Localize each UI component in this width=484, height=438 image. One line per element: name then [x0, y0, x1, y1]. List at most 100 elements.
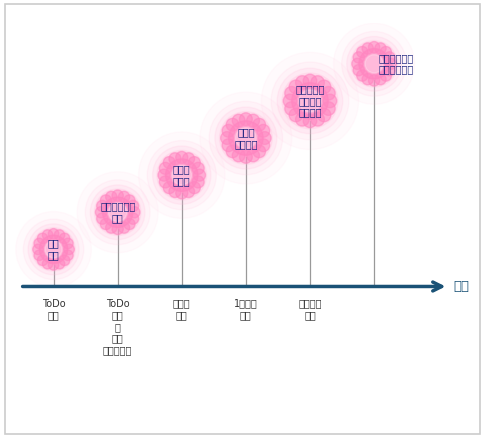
- Circle shape: [172, 166, 191, 185]
- Text: 時間: 時間: [452, 280, 468, 293]
- Circle shape: [77, 172, 158, 253]
- Circle shape: [37, 233, 48, 244]
- Text: 1日単位
管理: 1日単位 管理: [233, 299, 257, 320]
- Circle shape: [282, 73, 337, 129]
- Circle shape: [299, 90, 320, 112]
- Circle shape: [310, 113, 324, 126]
- Circle shape: [62, 250, 73, 261]
- Circle shape: [252, 145, 265, 158]
- Circle shape: [257, 124, 269, 137]
- Circle shape: [333, 23, 414, 104]
- Circle shape: [175, 187, 187, 199]
- Text: 週間単位
管理: 週間単位 管理: [298, 299, 321, 320]
- Circle shape: [310, 76, 324, 89]
- Circle shape: [123, 218, 135, 230]
- Circle shape: [23, 219, 84, 279]
- Circle shape: [42, 230, 53, 240]
- Circle shape: [226, 145, 239, 158]
- Circle shape: [252, 118, 265, 131]
- Circle shape: [374, 74, 385, 85]
- Circle shape: [123, 195, 135, 206]
- Circle shape: [283, 94, 296, 108]
- Circle shape: [147, 141, 216, 210]
- Circle shape: [48, 260, 59, 270]
- Circle shape: [94, 189, 141, 236]
- Circle shape: [228, 121, 262, 155]
- Circle shape: [232, 149, 244, 162]
- Circle shape: [356, 46, 367, 58]
- Circle shape: [220, 131, 233, 145]
- Circle shape: [383, 64, 394, 76]
- Circle shape: [152, 146, 211, 204]
- Circle shape: [157, 150, 206, 200]
- Circle shape: [63, 244, 74, 254]
- Circle shape: [108, 203, 126, 221]
- Circle shape: [295, 76, 308, 89]
- Circle shape: [112, 223, 123, 234]
- Circle shape: [358, 49, 389, 79]
- Circle shape: [182, 185, 194, 198]
- Circle shape: [317, 80, 330, 94]
- Circle shape: [39, 235, 68, 264]
- Circle shape: [341, 32, 406, 96]
- Circle shape: [54, 230, 65, 240]
- Circle shape: [59, 255, 70, 265]
- Circle shape: [85, 180, 150, 245]
- Circle shape: [232, 114, 244, 127]
- Circle shape: [352, 64, 363, 76]
- Circle shape: [100, 218, 111, 230]
- Circle shape: [246, 149, 259, 162]
- Circle shape: [175, 152, 187, 163]
- Circle shape: [182, 153, 194, 165]
- Circle shape: [37, 255, 48, 265]
- Circle shape: [193, 169, 205, 181]
- Circle shape: [34, 250, 45, 261]
- Circle shape: [54, 258, 65, 269]
- Circle shape: [235, 128, 256, 148]
- Circle shape: [192, 162, 204, 174]
- Circle shape: [219, 112, 272, 164]
- Circle shape: [95, 207, 106, 218]
- Circle shape: [288, 80, 302, 94]
- Circle shape: [350, 41, 396, 87]
- Text: ToDo
管理
＋
会社
カレンダー: ToDo 管理 ＋ 会社 カレンダー: [103, 299, 132, 355]
- Text: 追加の
通常業務: 追加の 通常業務: [234, 127, 257, 149]
- Circle shape: [364, 55, 382, 73]
- Circle shape: [352, 52, 363, 63]
- Circle shape: [192, 176, 204, 188]
- Circle shape: [346, 36, 401, 91]
- Circle shape: [321, 102, 334, 115]
- Circle shape: [384, 58, 395, 70]
- Circle shape: [362, 74, 373, 85]
- Circle shape: [261, 52, 358, 149]
- Text: 想定外の業務
過剰なポロリ: 想定外の業務 過剰なポロリ: [377, 53, 412, 74]
- Circle shape: [277, 68, 342, 134]
- Circle shape: [222, 139, 234, 152]
- Circle shape: [246, 114, 259, 127]
- Circle shape: [127, 213, 138, 224]
- Circle shape: [90, 185, 145, 240]
- Circle shape: [138, 132, 225, 218]
- Text: 時間割
管理: 時間割 管理: [173, 299, 190, 320]
- Text: ミーティング
時間: ミーティング 時間: [100, 201, 135, 223]
- Circle shape: [379, 46, 391, 58]
- Circle shape: [28, 224, 79, 275]
- Circle shape: [48, 229, 59, 239]
- Circle shape: [222, 124, 234, 137]
- Circle shape: [112, 190, 123, 201]
- Circle shape: [368, 75, 379, 86]
- Circle shape: [118, 222, 129, 233]
- Text: 若干の
ポロリ: 若干の ポロリ: [173, 164, 190, 186]
- Circle shape: [302, 114, 316, 127]
- Circle shape: [127, 200, 138, 212]
- Circle shape: [379, 70, 391, 81]
- Circle shape: [102, 197, 133, 227]
- Circle shape: [284, 86, 298, 100]
- Text: いっぱいの
通常業務
＋ポロリ: いっぱいの 通常業務 ＋ポロリ: [295, 84, 324, 117]
- Circle shape: [199, 92, 291, 184]
- Circle shape: [188, 182, 200, 194]
- Circle shape: [368, 42, 379, 53]
- Circle shape: [42, 258, 53, 269]
- Circle shape: [214, 107, 276, 169]
- Circle shape: [284, 102, 298, 115]
